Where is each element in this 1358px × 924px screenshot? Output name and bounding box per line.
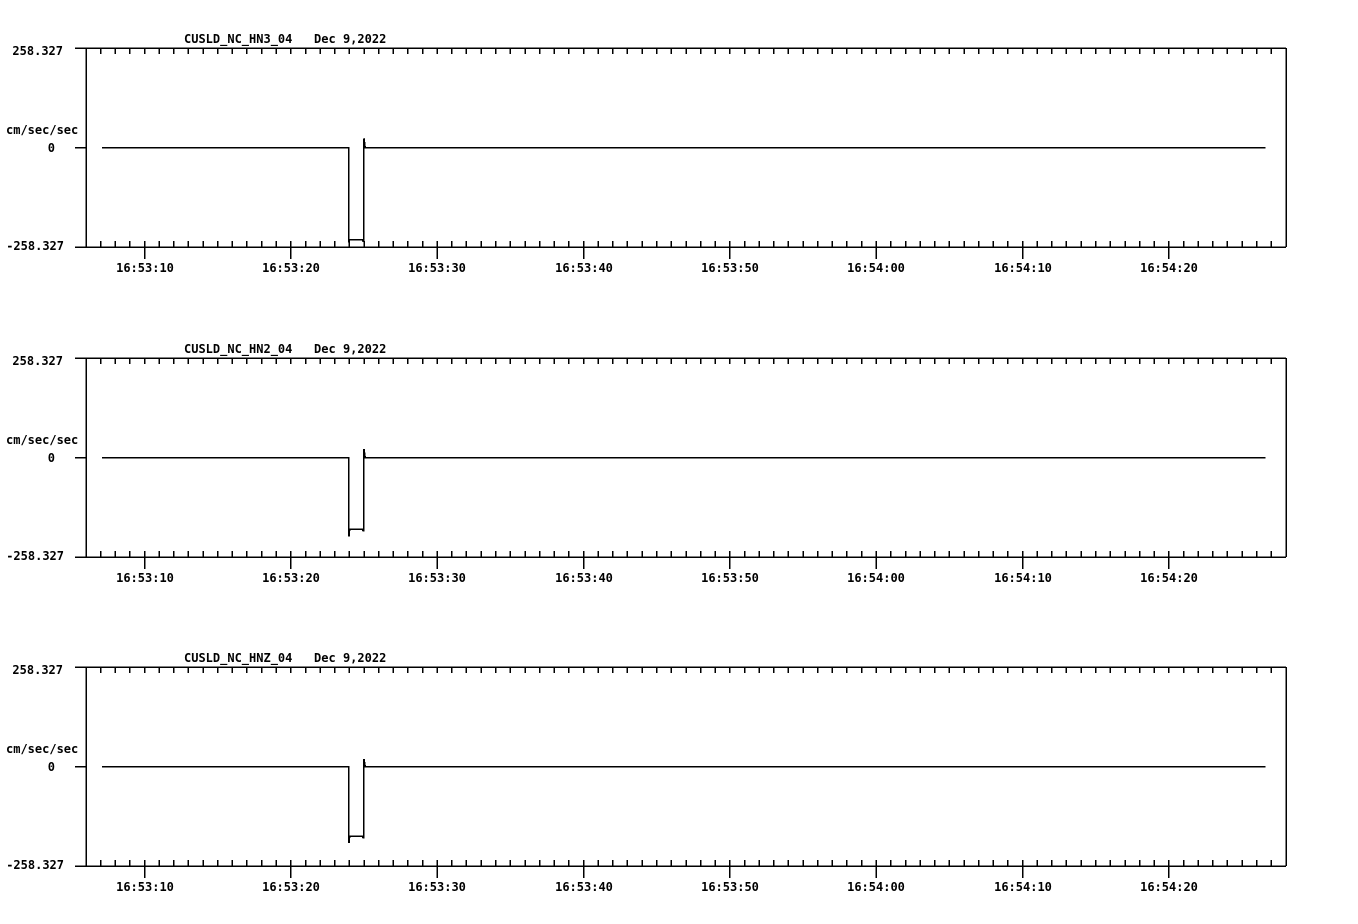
y-axis-unit-label: cm/sec/sec bbox=[6, 433, 79, 447]
x-tick-label: 16:53:40 bbox=[555, 880, 613, 894]
x-tick-label: 16:53:30 bbox=[408, 571, 466, 585]
y-axis-min-label: -258.327 bbox=[6, 858, 64, 872]
x-tick-label: 16:53:20 bbox=[262, 571, 320, 585]
x-tick-label: 16:53:20 bbox=[262, 261, 320, 275]
x-tick-label: 16:53:30 bbox=[408, 880, 466, 894]
seismogram-panel-hn2: CUSLD_NC_HN2_04 Dec 9,2022 258.327 cm/se… bbox=[0, 310, 1358, 620]
x-tick-label: 16:54:20 bbox=[1140, 261, 1198, 275]
x-tick-label: 16:53:40 bbox=[555, 571, 613, 585]
x-tick-label: 16:53:50 bbox=[701, 571, 759, 585]
x-tick-label: 16:54:10 bbox=[994, 880, 1052, 894]
y-axis-zero-label: 0 bbox=[47, 141, 55, 155]
y-axis-zero-label: 0 bbox=[47, 451, 55, 465]
y-axis-zero-label: 0 bbox=[47, 760, 55, 774]
x-tick-label: 16:54:00 bbox=[847, 261, 905, 275]
x-tick-label: 16:53:10 bbox=[116, 880, 174, 894]
y-axis-min-label: -258.327 bbox=[6, 239, 64, 253]
x-tick-label: 16:53:50 bbox=[701, 261, 759, 275]
panel-title: CUSLD_NC_HN3_04 Dec 9,2022 bbox=[184, 32, 387, 46]
y-axis-max-label: 258.327 bbox=[12, 44, 63, 58]
x-tick-label: 16:53:30 bbox=[408, 261, 466, 275]
x-tick-label: 16:54:20 bbox=[1140, 571, 1198, 585]
x-tick-label: 16:53:20 bbox=[262, 880, 320, 894]
y-axis-unit-label: cm/sec/sec bbox=[6, 742, 79, 756]
seismogram-panel-hnz: CUSLD_NC_HNZ_04 Dec 9,2022 258.327 cm/se… bbox=[0, 619, 1358, 924]
x-tick-label: 16:53:10 bbox=[116, 571, 174, 585]
x-axis-labels: 16:53:10 16:53:20 16:53:30 16:53:40 16:53:50… bbox=[0, 261, 1358, 276]
y-axis-max-label: 258.327 bbox=[12, 663, 63, 677]
x-axis-labels: 16:53:10 16:53:20 16:53:30 16:53:40 16:53:50… bbox=[0, 880, 1358, 895]
x-tick-label: 16:53:50 bbox=[701, 880, 759, 894]
seismogram-panel-hn3: CUSLD_NC_HN3_04 Dec 9,2022 258.327 cm/se… bbox=[0, 0, 1358, 310]
x-tick-label: 16:54:10 bbox=[994, 571, 1052, 585]
y-axis-min-label: -258.327 bbox=[6, 549, 64, 563]
x-tick-label: 16:54:00 bbox=[847, 571, 905, 585]
waveform-plot bbox=[75, 666, 1287, 878]
y-axis-unit-label: cm/sec/sec bbox=[6, 123, 79, 137]
waveform-plot bbox=[75, 357, 1287, 569]
x-tick-label: 16:53:40 bbox=[555, 261, 613, 275]
waveform-plot bbox=[75, 47, 1287, 259]
panel-title: CUSLD_NC_HN2_04 Dec 9,2022 bbox=[184, 342, 387, 356]
x-tick-label: 16:53:10 bbox=[116, 261, 174, 275]
seismic-trace bbox=[102, 138, 1266, 243]
y-axis-max-label: 258.327 bbox=[12, 354, 63, 368]
seismic-trace bbox=[102, 448, 1266, 537]
x-tick-label: 16:54:10 bbox=[994, 261, 1052, 275]
x-tick-label: 16:54:20 bbox=[1140, 880, 1198, 894]
x-tick-label: 16:54:00 bbox=[847, 880, 905, 894]
seismic-trace bbox=[102, 759, 1266, 843]
x-axis-labels: 16:53:10 16:53:20 16:53:30 16:53:40 16:53:50… bbox=[0, 571, 1358, 586]
panel-title: CUSLD_NC_HNZ_04 Dec 9,2022 bbox=[184, 651, 387, 665]
